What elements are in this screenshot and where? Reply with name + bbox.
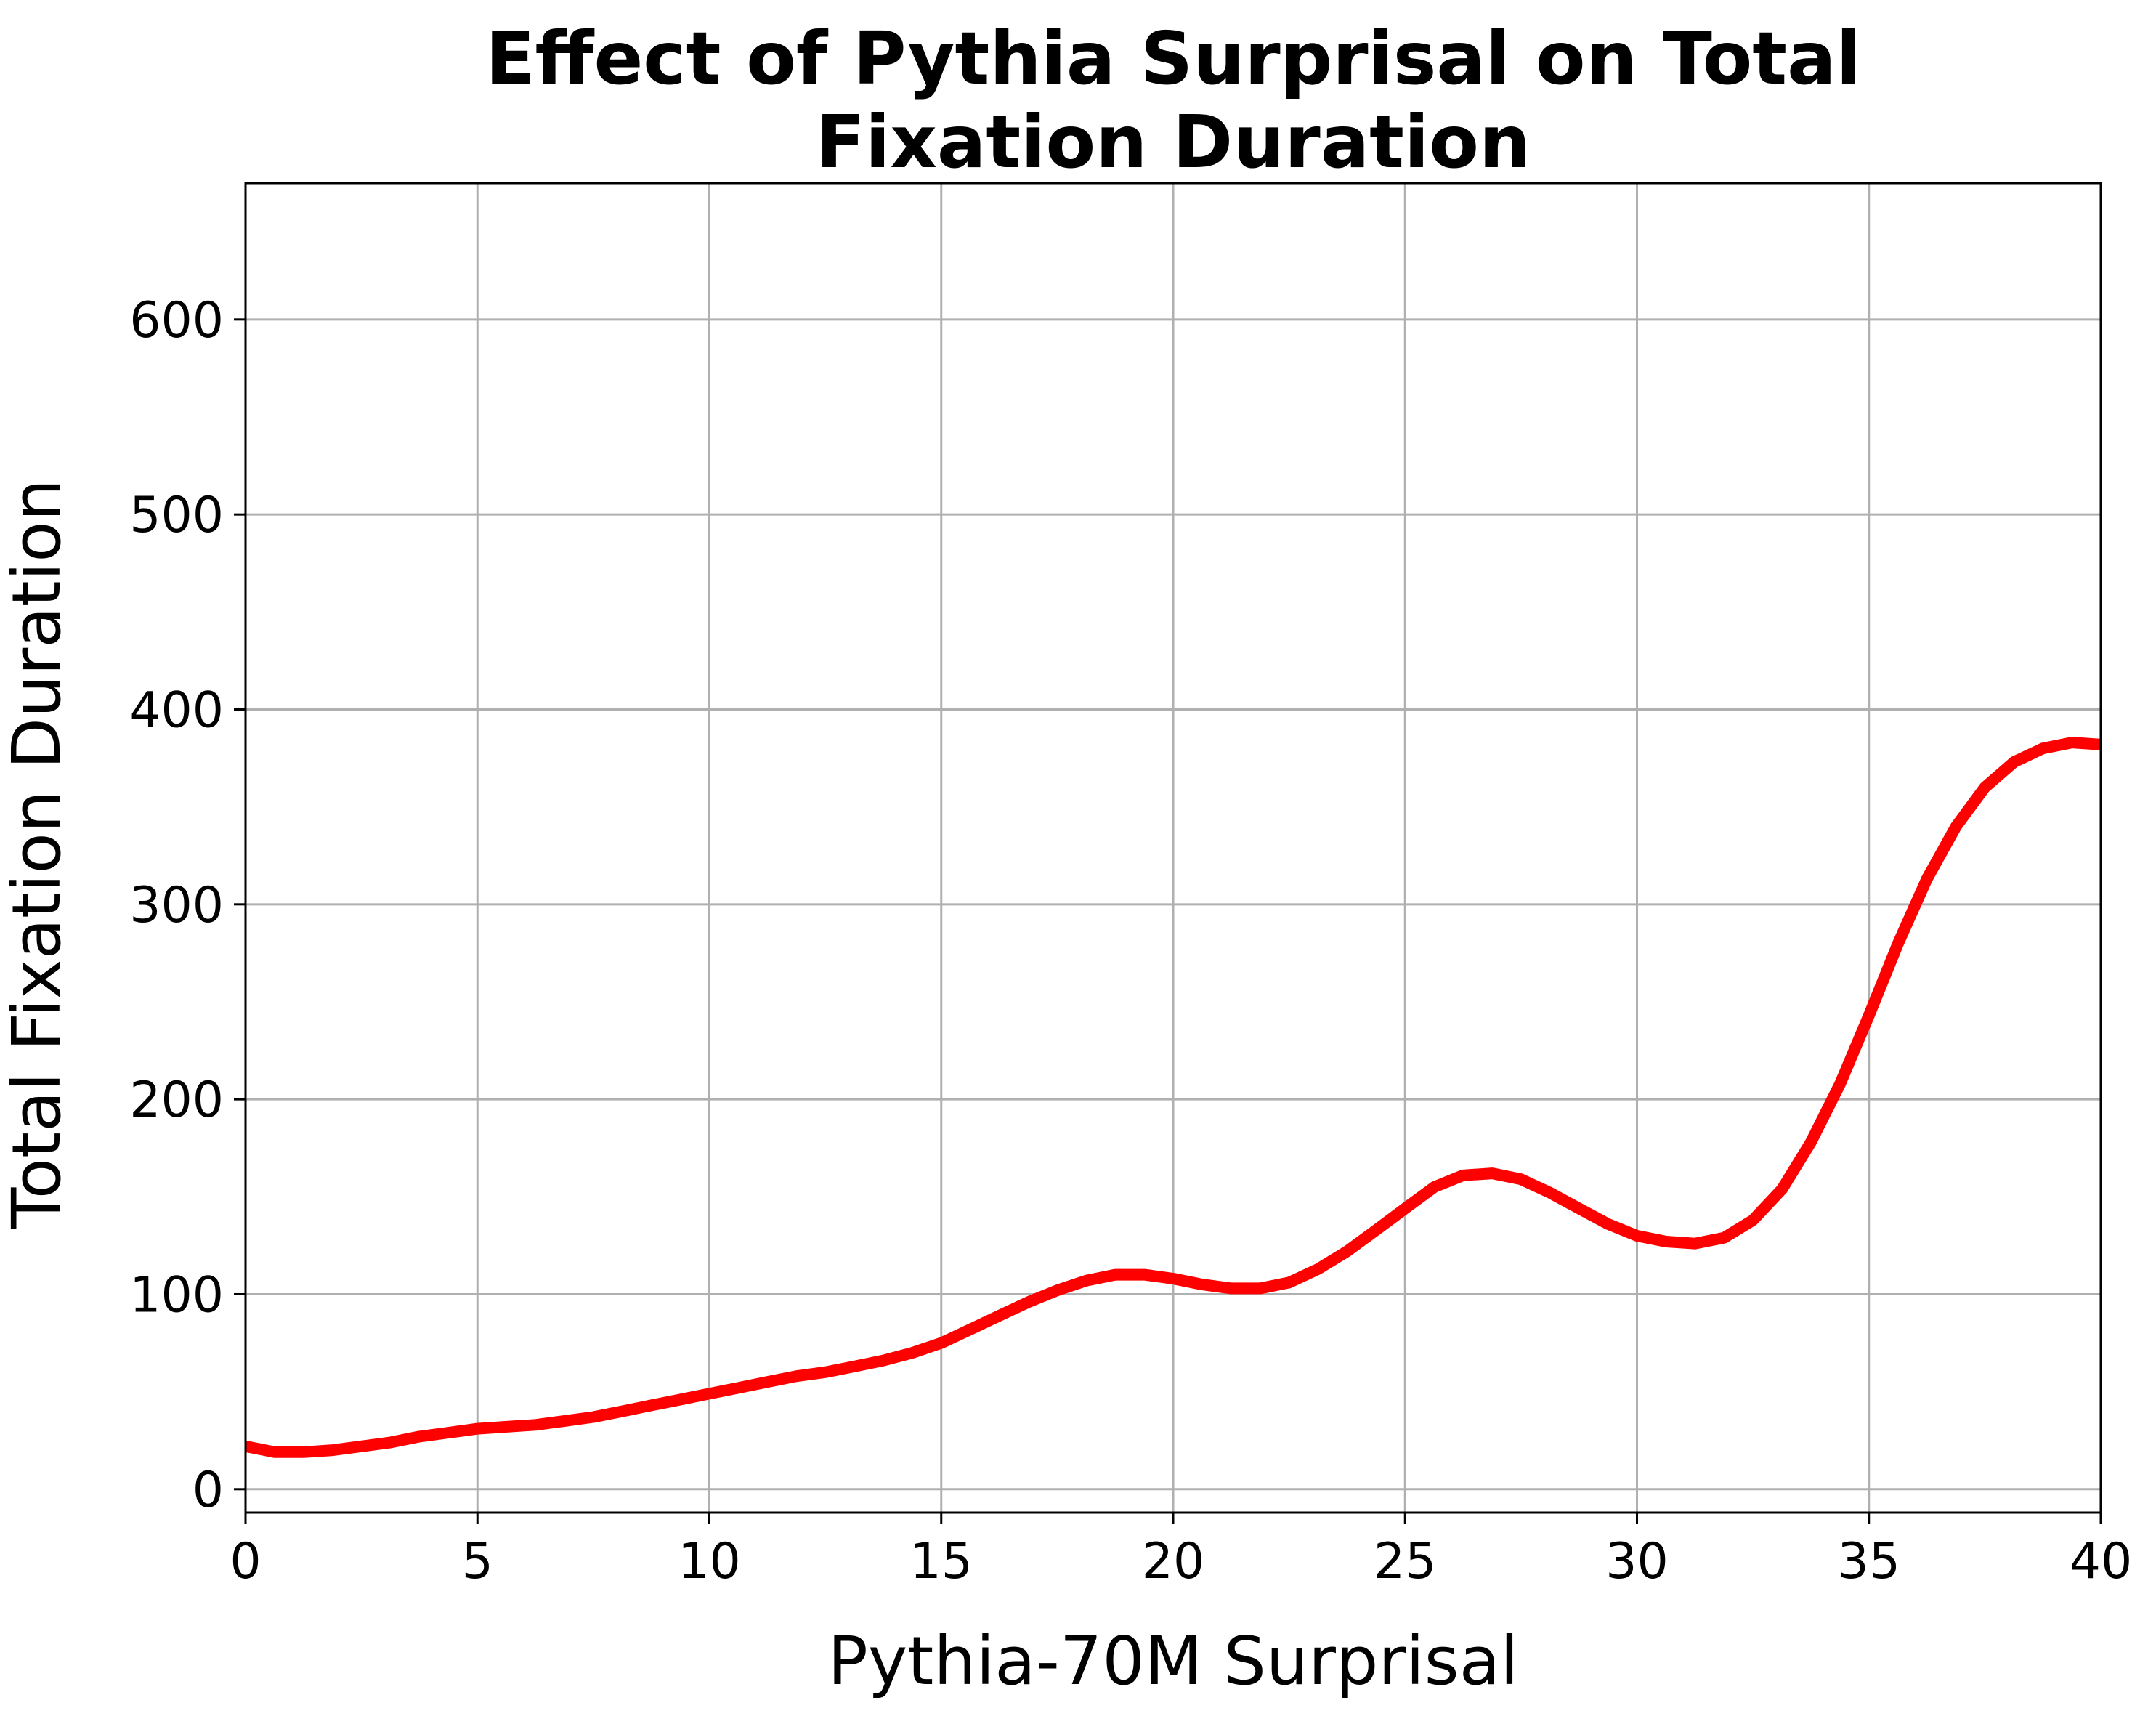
x-tick-label: 10 bbox=[678, 1533, 741, 1590]
x-tick-label: 20 bbox=[1142, 1533, 1205, 1590]
y-tick-label: 500 bbox=[129, 487, 224, 544]
x-tick-label: 15 bbox=[909, 1533, 973, 1590]
chart-title-line-1: Effect of Pythia Surprisal on Total bbox=[485, 16, 1861, 101]
chart-title: Effect of Pythia Surprisal on Total Fixa… bbox=[485, 16, 1861, 185]
series-line bbox=[244, 737, 2102, 1458]
y-tick-label: 600 bbox=[129, 292, 224, 349]
chart-title-line-2: Fixation Duration bbox=[816, 100, 1531, 185]
x-axis-label: Pythia-70M Surprisal bbox=[827, 1622, 1518, 1700]
x-tick-label: 5 bbox=[462, 1533, 493, 1590]
y-tick-label: 300 bbox=[129, 877, 224, 934]
y-tick-label: 0 bbox=[192, 1462, 224, 1519]
y-axis-label: Total Fixation Duration bbox=[0, 479, 76, 1229]
x-tick-label: 35 bbox=[1837, 1533, 1900, 1590]
y-tick-label: 200 bbox=[129, 1072, 224, 1129]
x-tick-label: 40 bbox=[2070, 1533, 2133, 1590]
y-tick-label: 100 bbox=[129, 1266, 224, 1324]
x-tick-label: 25 bbox=[1374, 1533, 1437, 1590]
x-tick-label: 0 bbox=[230, 1533, 261, 1590]
grid-lines bbox=[244, 183, 2102, 1513]
y-tick-label: 400 bbox=[129, 681, 224, 739]
data-series bbox=[244, 737, 2102, 1458]
x-tick-label: 30 bbox=[1605, 1533, 1669, 1590]
